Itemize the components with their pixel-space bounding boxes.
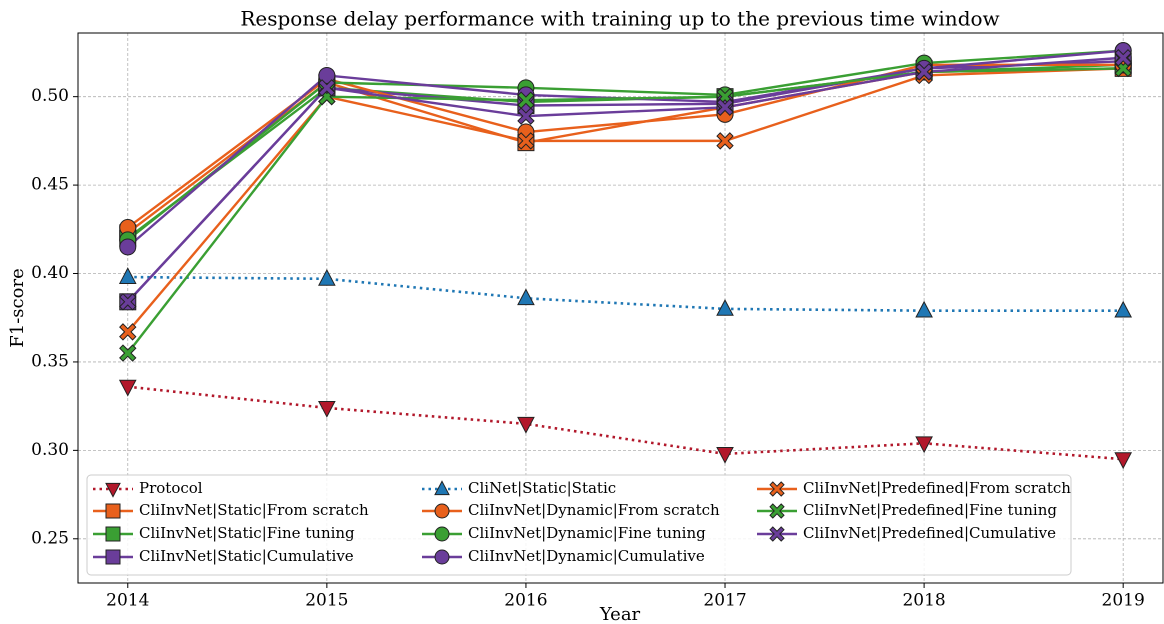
legend-marker xyxy=(105,549,121,565)
data-point xyxy=(915,300,933,318)
x-tick-label: 2015 xyxy=(305,591,348,611)
data-point xyxy=(119,238,137,256)
series-line xyxy=(127,67,1124,234)
legend-marker xyxy=(769,503,785,519)
legend-marker xyxy=(105,482,121,498)
data-point xyxy=(517,132,535,150)
legend-label: CliInvNet|Static|From scratch xyxy=(139,501,369,519)
legend-marker xyxy=(434,549,450,565)
legend: Protocol CliInvNet|Static|From scratch Cli… xyxy=(86,474,1072,576)
series-line xyxy=(126,67,1124,333)
series-line xyxy=(127,275,1124,312)
legend-marker xyxy=(105,503,121,519)
data-point xyxy=(1114,49,1132,67)
plot-frame xyxy=(77,32,1164,584)
legend-label: CliInvNet|Dynamic|Fine tuning xyxy=(468,524,706,542)
legend-label: CliInvNet|Predefined|From scratch xyxy=(803,479,1071,497)
data-point xyxy=(118,267,137,284)
legend-marker xyxy=(434,526,450,542)
data-point xyxy=(119,293,137,311)
y-tick-label: 0.40 xyxy=(31,263,69,283)
data-point xyxy=(915,63,933,81)
x-axis-label: Year xyxy=(599,604,641,624)
y-tick-label: 0.50 xyxy=(31,86,69,106)
y-tick-label: 0.45 xyxy=(31,175,69,195)
legend-label: CliInvNet|Static|Cumulative xyxy=(139,547,354,565)
series-line xyxy=(126,67,1124,354)
y-tick-label: 0.25 xyxy=(31,528,69,548)
data-point xyxy=(318,401,336,418)
data-point xyxy=(318,268,336,286)
legend-label: CliInvNet|Dynamic|Cumulative xyxy=(468,547,705,565)
legend-marker xyxy=(105,526,121,542)
y-tick-label: 0.35 xyxy=(31,351,69,371)
series-line xyxy=(127,385,1124,461)
x-tick-label: 2018 xyxy=(902,591,945,611)
x-tick-label: 2019 xyxy=(1102,591,1145,611)
data-point xyxy=(1114,300,1133,318)
x-tick-label: 2017 xyxy=(703,591,746,611)
legend-label: CliInvNet|Static|Fine tuning xyxy=(139,524,355,542)
chart-title: Response delay performance with training… xyxy=(240,7,999,31)
data-point xyxy=(517,416,535,434)
data-point xyxy=(119,344,137,362)
legend-label: CliInvNet|Predefined|Fine tuning xyxy=(803,501,1057,519)
series-line xyxy=(127,49,1124,241)
y-tick-label: 0.30 xyxy=(31,440,69,460)
legend-marker xyxy=(434,480,450,496)
legend-label: CliNet|Static|Static xyxy=(468,479,616,497)
x-tick-label: 2016 xyxy=(504,591,547,611)
legend-label: Protocol xyxy=(139,479,203,497)
y-axis-label: F1-score xyxy=(7,268,28,347)
series-line xyxy=(126,56,1124,303)
data-point xyxy=(517,91,535,109)
data-point xyxy=(716,299,734,316)
legend-marker xyxy=(769,526,785,542)
data-point xyxy=(118,379,137,397)
data-point xyxy=(119,323,137,341)
legend-box xyxy=(86,474,1072,576)
x-tick-label: 2014 xyxy=(106,591,149,611)
data-point xyxy=(716,447,734,464)
data-point xyxy=(915,436,933,454)
data-point xyxy=(716,98,734,116)
series-line xyxy=(127,63,1124,229)
series-line xyxy=(126,49,1124,248)
legend-label: CliInvNet|Predefined|Cumulative xyxy=(803,524,1056,542)
data-point xyxy=(517,288,535,306)
legend-label: CliInvNet|Dynamic|From scratch xyxy=(468,501,720,519)
legend-marker xyxy=(434,503,450,519)
data-point xyxy=(517,107,535,125)
data-point xyxy=(716,132,734,150)
data-point xyxy=(1114,452,1133,470)
legend-marker xyxy=(769,481,785,497)
data-point xyxy=(318,66,336,84)
data-point xyxy=(318,79,336,97)
